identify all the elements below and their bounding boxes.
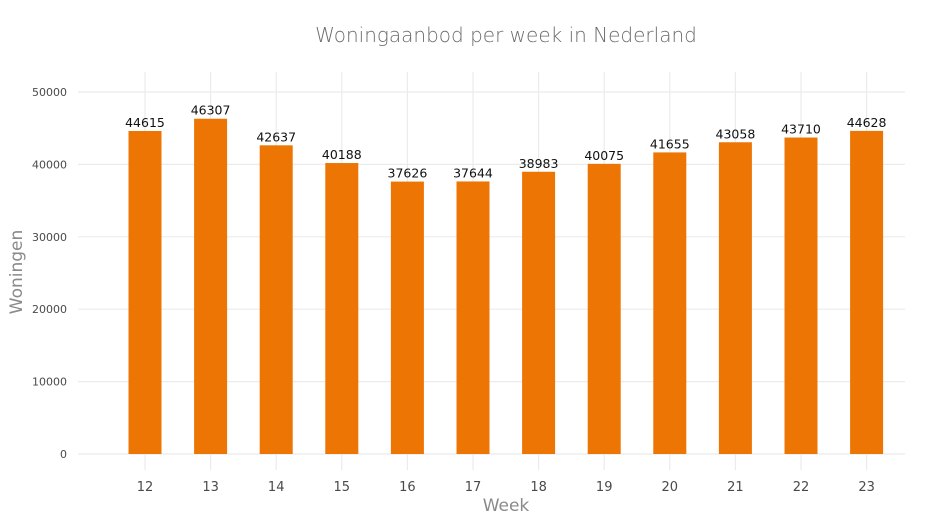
bar-week-12 xyxy=(128,130,162,454)
data-label: 44615 xyxy=(125,115,165,130)
bar-week-16 xyxy=(390,181,424,454)
y-axis-ticks: 0 10000 20000 30000 40000 50000 xyxy=(32,86,67,461)
y-tick-label: 40000 xyxy=(32,158,67,171)
x-tick-label: 23 xyxy=(858,480,875,495)
x-tick-label: 20 xyxy=(662,480,679,495)
bar-week-15 xyxy=(325,163,359,454)
x-tick-label: 17 xyxy=(465,480,482,495)
x-tick-label: 12 xyxy=(137,480,154,495)
data-label: 43058 xyxy=(716,126,756,141)
data-label: 42637 xyxy=(256,129,296,144)
bar-week-22 xyxy=(784,137,818,454)
bar-week-23 xyxy=(850,130,884,454)
bar-week-18 xyxy=(522,171,556,455)
y-tick-label: 20000 xyxy=(32,303,67,316)
bar-week-17 xyxy=(456,181,490,454)
data-label: 40188 xyxy=(322,147,362,162)
data-label: 44628 xyxy=(847,115,887,130)
y-tick-label: 50000 xyxy=(32,86,67,99)
bar-week-14 xyxy=(259,145,293,455)
y-axis-title: Woningen xyxy=(7,230,27,315)
data-label: 46307 xyxy=(191,103,231,118)
x-tick-label: 21 xyxy=(727,480,744,495)
bars xyxy=(128,118,884,455)
data-label: 37626 xyxy=(388,166,428,181)
bar-week-20 xyxy=(653,152,687,455)
x-tick-label: 15 xyxy=(334,480,351,495)
x-tick-label: 22 xyxy=(793,480,810,495)
chart-title: Woningaanbod per week in Nederland xyxy=(315,23,697,47)
data-label: 41655 xyxy=(650,136,690,151)
bar-week-13 xyxy=(194,118,228,455)
y-tick-label: 0 xyxy=(60,448,67,461)
bar-week-19 xyxy=(587,163,621,454)
y-tick-label: 30000 xyxy=(32,231,67,244)
x-tick-label: 16 xyxy=(399,480,416,495)
data-label: 40075 xyxy=(584,148,624,163)
x-axis-title: Week xyxy=(483,496,530,516)
x-tick-label: 13 xyxy=(202,480,219,495)
x-axis-ticks: 12 13 14 15 16 17 18 19 20 21 22 23 xyxy=(137,480,875,495)
data-labels: 44615 46307 42637 40188 37626 37644 38983 40075… xyxy=(125,103,886,181)
data-label: 43710 xyxy=(781,122,821,137)
x-tick-label: 18 xyxy=(530,480,547,495)
data-label: 37644 xyxy=(453,165,493,180)
x-tick-label: 14 xyxy=(268,480,285,495)
x-tick-label: 19 xyxy=(596,480,613,495)
bar-week-21 xyxy=(718,142,752,455)
data-label: 38983 xyxy=(519,156,559,171)
y-tick-label: 10000 xyxy=(32,376,67,389)
